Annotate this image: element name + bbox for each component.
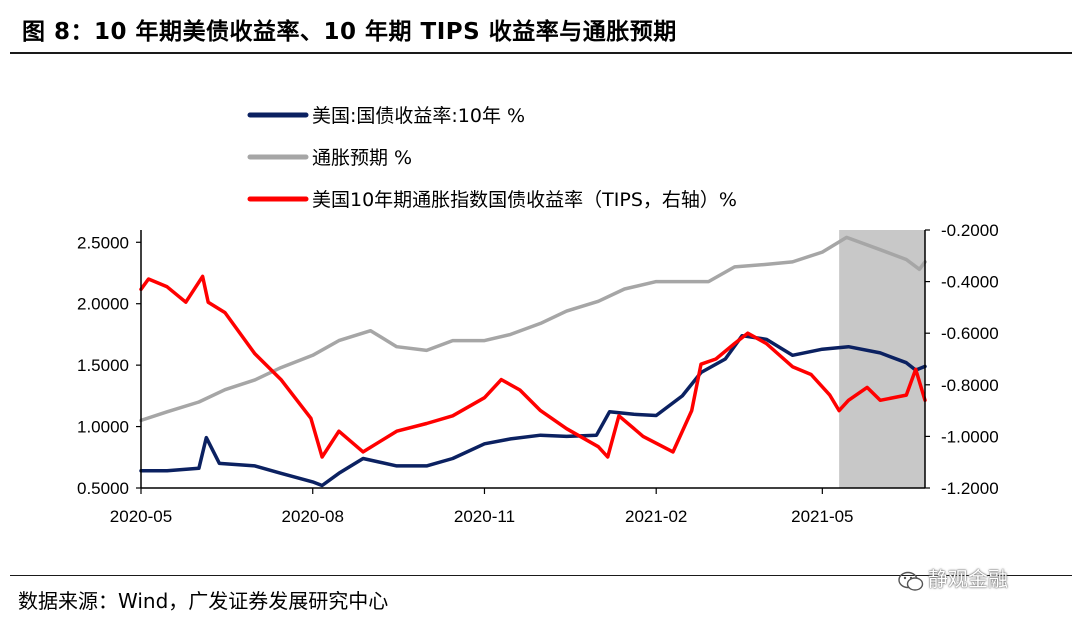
source-note: 数据来源：Wind，广发证券发展研究中心 bbox=[18, 589, 389, 613]
watermark-text: 静观金融 bbox=[928, 567, 1008, 591]
y-right-tick-label: -1.2000 bbox=[941, 479, 999, 498]
series-line-0 bbox=[139, 333, 927, 488]
legend-label: 通胀预期 % bbox=[312, 147, 412, 169]
y-left-tick-label: 1.0000 bbox=[77, 418, 129, 437]
y-right-tick-label: -0.6000 bbox=[941, 324, 999, 343]
chart: 美国:国债收益率:10年 % 通胀预期 % 美国10年期通胀指数国债收益率（TIPS… bbox=[77, 105, 999, 526]
axes: 2.5000 2.0000 1.5000 1.0000 0.5000 -0.2000 -0.… bbox=[77, 221, 999, 526]
y-right-tick-label: -1.0000 bbox=[941, 427, 999, 446]
x-tick-label: 2020-11 bbox=[454, 507, 515, 526]
shaded-period bbox=[839, 230, 925, 488]
figure-title: 图 8：10 年期美债收益率、10 年期 TIPS 收益率与通胀预期 bbox=[22, 19, 677, 45]
legend: 美国:国债收益率:10年 % 通胀预期 % 美国10年期通胀指数国债收益率（TIPS… bbox=[247, 105, 737, 211]
x-tick-label: 2021-05 bbox=[791, 507, 853, 526]
y-right-tick-label: -0.8000 bbox=[941, 376, 999, 395]
wechat-icon bbox=[898, 571, 924, 591]
x-tick-label: 2021-02 bbox=[625, 507, 687, 526]
y-left-tick-label: 2.5000 bbox=[77, 233, 129, 252]
y-right-tick-label: -0.2000 bbox=[941, 221, 999, 240]
footer-divider bbox=[10, 575, 1072, 576]
series-line-2 bbox=[139, 274, 927, 459]
watermark: 静观金融 bbox=[898, 563, 1008, 592]
legend-label: 美国10年期通胀指数国债收益率（TIPS，右轴）% bbox=[312, 189, 737, 211]
series-line-1 bbox=[139, 235, 927, 423]
title-divider bbox=[10, 52, 1072, 54]
x-tick-label: 2020-05 bbox=[110, 507, 172, 526]
legend-label: 美国:国债收益率:10年 % bbox=[312, 105, 525, 127]
y-left-tick-label: 0.5000 bbox=[77, 479, 129, 498]
x-tick-label: 2020-08 bbox=[282, 507, 344, 526]
y-left-tick-label: 1.5000 bbox=[77, 356, 129, 375]
y-left-tick-label: 2.0000 bbox=[77, 295, 129, 314]
y-right-tick-label: -0.4000 bbox=[941, 273, 999, 292]
series-layer bbox=[139, 235, 927, 488]
